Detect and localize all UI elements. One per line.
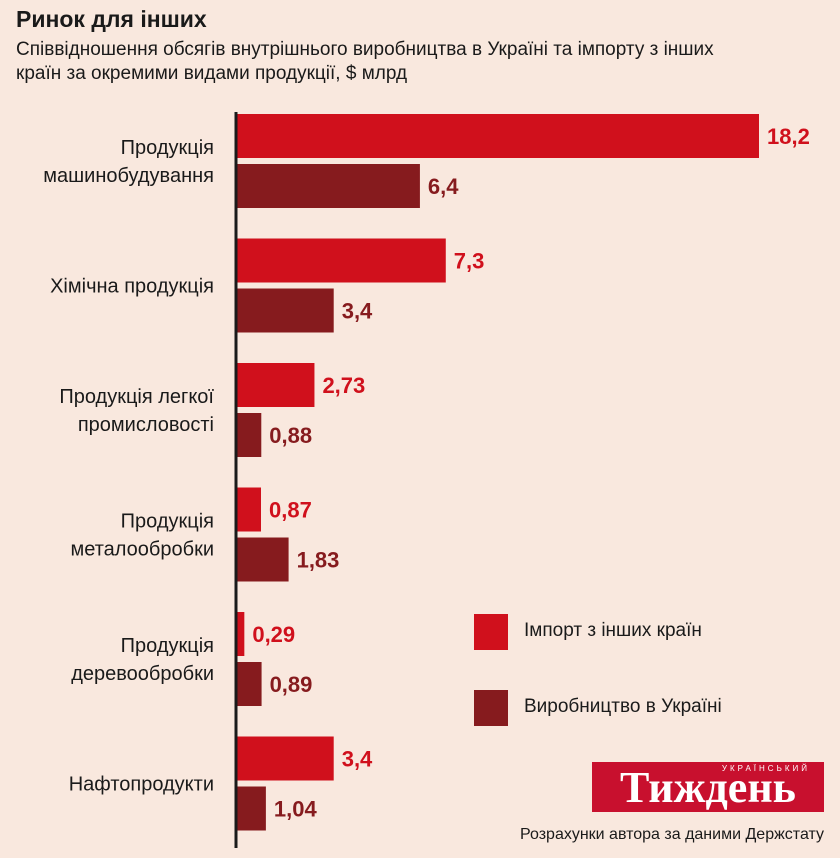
chart-title: Ринок для інших: [16, 6, 207, 32]
category-label: Продукція: [121, 635, 214, 657]
bar-import: [236, 114, 759, 158]
value-label: 1,04: [274, 797, 318, 822]
value-label: 0,88: [269, 423, 312, 448]
category-label: Продукція: [121, 511, 214, 533]
value-label: 0,29: [252, 622, 295, 647]
bar-domestic: [236, 164, 420, 208]
chart-subtitle: Співвідношення обсягів внутрішнього виро…: [16, 39, 714, 84]
logo-brand: Тиждень: [620, 763, 796, 812]
bar-domestic: [236, 288, 334, 333]
category-label: металообробки: [71, 539, 215, 561]
bar-import: [236, 238, 446, 283]
value-label: 6,4: [428, 174, 459, 199]
value-label: 18,2: [767, 124, 810, 149]
category-label: Продукція: [121, 137, 214, 159]
legend-item-domestic: Виробництво в Україні: [474, 690, 814, 730]
bar-domestic: [236, 662, 262, 706]
value-label: 3,4: [342, 299, 373, 324]
value-label: 7,3: [454, 249, 485, 274]
category-label: деревообробки: [71, 663, 214, 685]
value-label: 3,4: [342, 747, 373, 772]
bar-import: [236, 363, 315, 407]
category-label: Хімічна продукція: [50, 276, 214, 298]
logo-tagline: Український: [721, 764, 810, 773]
value-label: 0,89: [270, 672, 313, 697]
bar-import: [236, 487, 262, 532]
source-note: Розрахунки автора за даними Держстату: [520, 826, 824, 843]
value-label: 1,83: [297, 548, 340, 573]
value-label: 0,87: [269, 498, 312, 523]
legend-item-import: Імпорт з інших країн: [474, 614, 814, 654]
category-label: Нафтопродукти: [69, 774, 214, 796]
category-label: промисловості: [78, 414, 214, 436]
legend-label-import: Імпорт з інших країн: [524, 620, 702, 641]
bar-import: [236, 736, 334, 781]
legend-swatch-import: [474, 614, 508, 650]
bar-import: [236, 612, 245, 656]
legend-swatch-domestic: [474, 690, 508, 726]
category-label: Продукція легкої: [59, 386, 214, 408]
publisher-logo: Український Тиждень: [592, 762, 824, 812]
bar-domestic: [236, 786, 266, 831]
legend-label-domestic: Виробництво в Україні: [524, 696, 722, 717]
value-label: 2,73: [322, 373, 365, 398]
bar-domestic: [236, 413, 262, 457]
category-label: машинобудування: [43, 165, 214, 187]
bar-domestic: [236, 537, 289, 582]
